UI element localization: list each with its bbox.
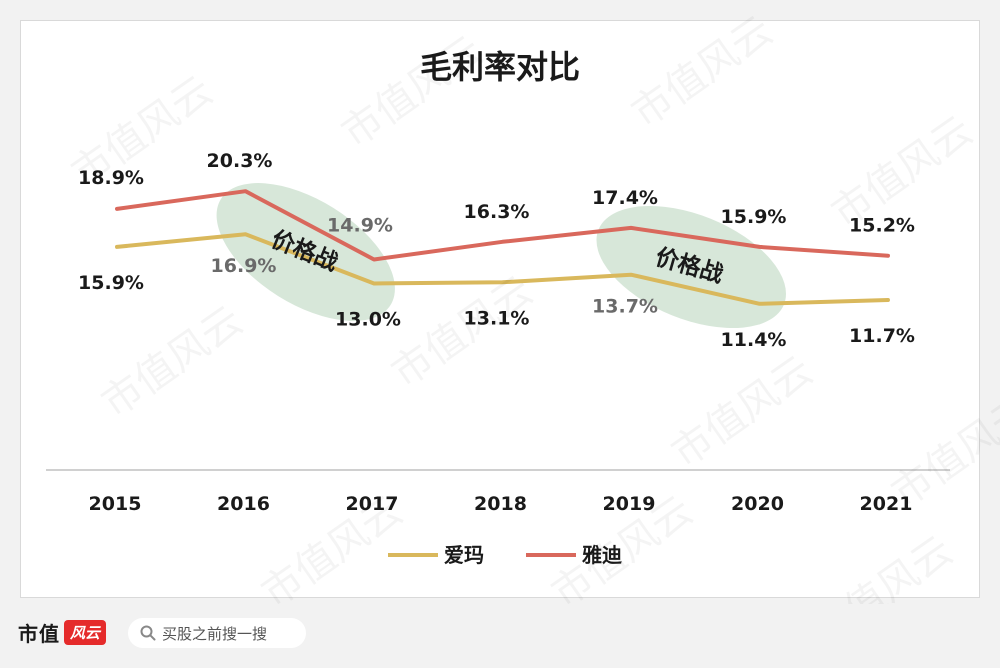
data-label: 14.9% xyxy=(327,215,393,237)
data-label: 15.9% xyxy=(721,206,787,228)
data-label-layer: 15.9% 16.9% 13.0% 13.1% 13.7% 11.4% 11.7% 18.9%… xyxy=(78,150,915,351)
data-label: 16.3% xyxy=(464,201,530,223)
x-tick-label: 2020 xyxy=(731,493,784,515)
x-tick-layer: 2015 2016 2017 2018 2019 2020 2021 xyxy=(89,493,913,515)
data-label: 16.9% xyxy=(211,255,277,277)
search-icon xyxy=(140,625,156,641)
footer-bar: 市值 风云 买股之前搜一搜 xyxy=(0,604,1000,668)
data-label: 15.2% xyxy=(849,215,915,237)
data-label: 11.4% xyxy=(721,329,787,351)
series-line-yadea xyxy=(115,189,890,262)
x-tick-label: 2017 xyxy=(346,493,399,515)
series-layer xyxy=(115,189,890,306)
data-label: 13.0% xyxy=(335,309,401,331)
brand-badge: 风云 xyxy=(64,620,107,645)
data-label: 13.7% xyxy=(592,296,658,318)
legend-label: 爱玛 xyxy=(444,543,484,567)
x-tick-label: 2018 xyxy=(474,493,527,515)
search-box[interactable]: 买股之前搜一搜 xyxy=(128,618,306,648)
data-label: 17.4% xyxy=(592,187,658,209)
x-tick-label: 2019 xyxy=(603,493,656,515)
search-placeholder: 买股之前搜一搜 xyxy=(162,624,268,643)
data-label: 20.3% xyxy=(207,150,273,172)
data-label: 11.7% xyxy=(849,325,915,347)
brand-logo[interactable]: 市值 风云 xyxy=(18,618,107,647)
x-tick-label: 2016 xyxy=(217,493,270,515)
series-line-aima xyxy=(115,232,890,306)
data-label: 18.9% xyxy=(78,167,144,189)
x-tick-label: 2021 xyxy=(860,493,913,515)
x-tick-label: 2015 xyxy=(89,493,142,515)
chart-panel xyxy=(20,20,980,598)
brand-name: 市值 xyxy=(18,622,60,646)
line-chart: 毛利率对比 15.9% 16.9% 13.0% 13.1% 13.7% 11.4% 11.7… xyxy=(46,48,950,567)
data-label: 15.9% xyxy=(78,272,144,294)
data-label: 13.1% xyxy=(464,307,530,329)
legend: 爱玛 雅迪 xyxy=(388,543,622,567)
chart-title: 毛利率对比 xyxy=(420,48,580,86)
price-war-highlight xyxy=(216,183,395,321)
legend-label: 雅迪 xyxy=(582,543,622,567)
